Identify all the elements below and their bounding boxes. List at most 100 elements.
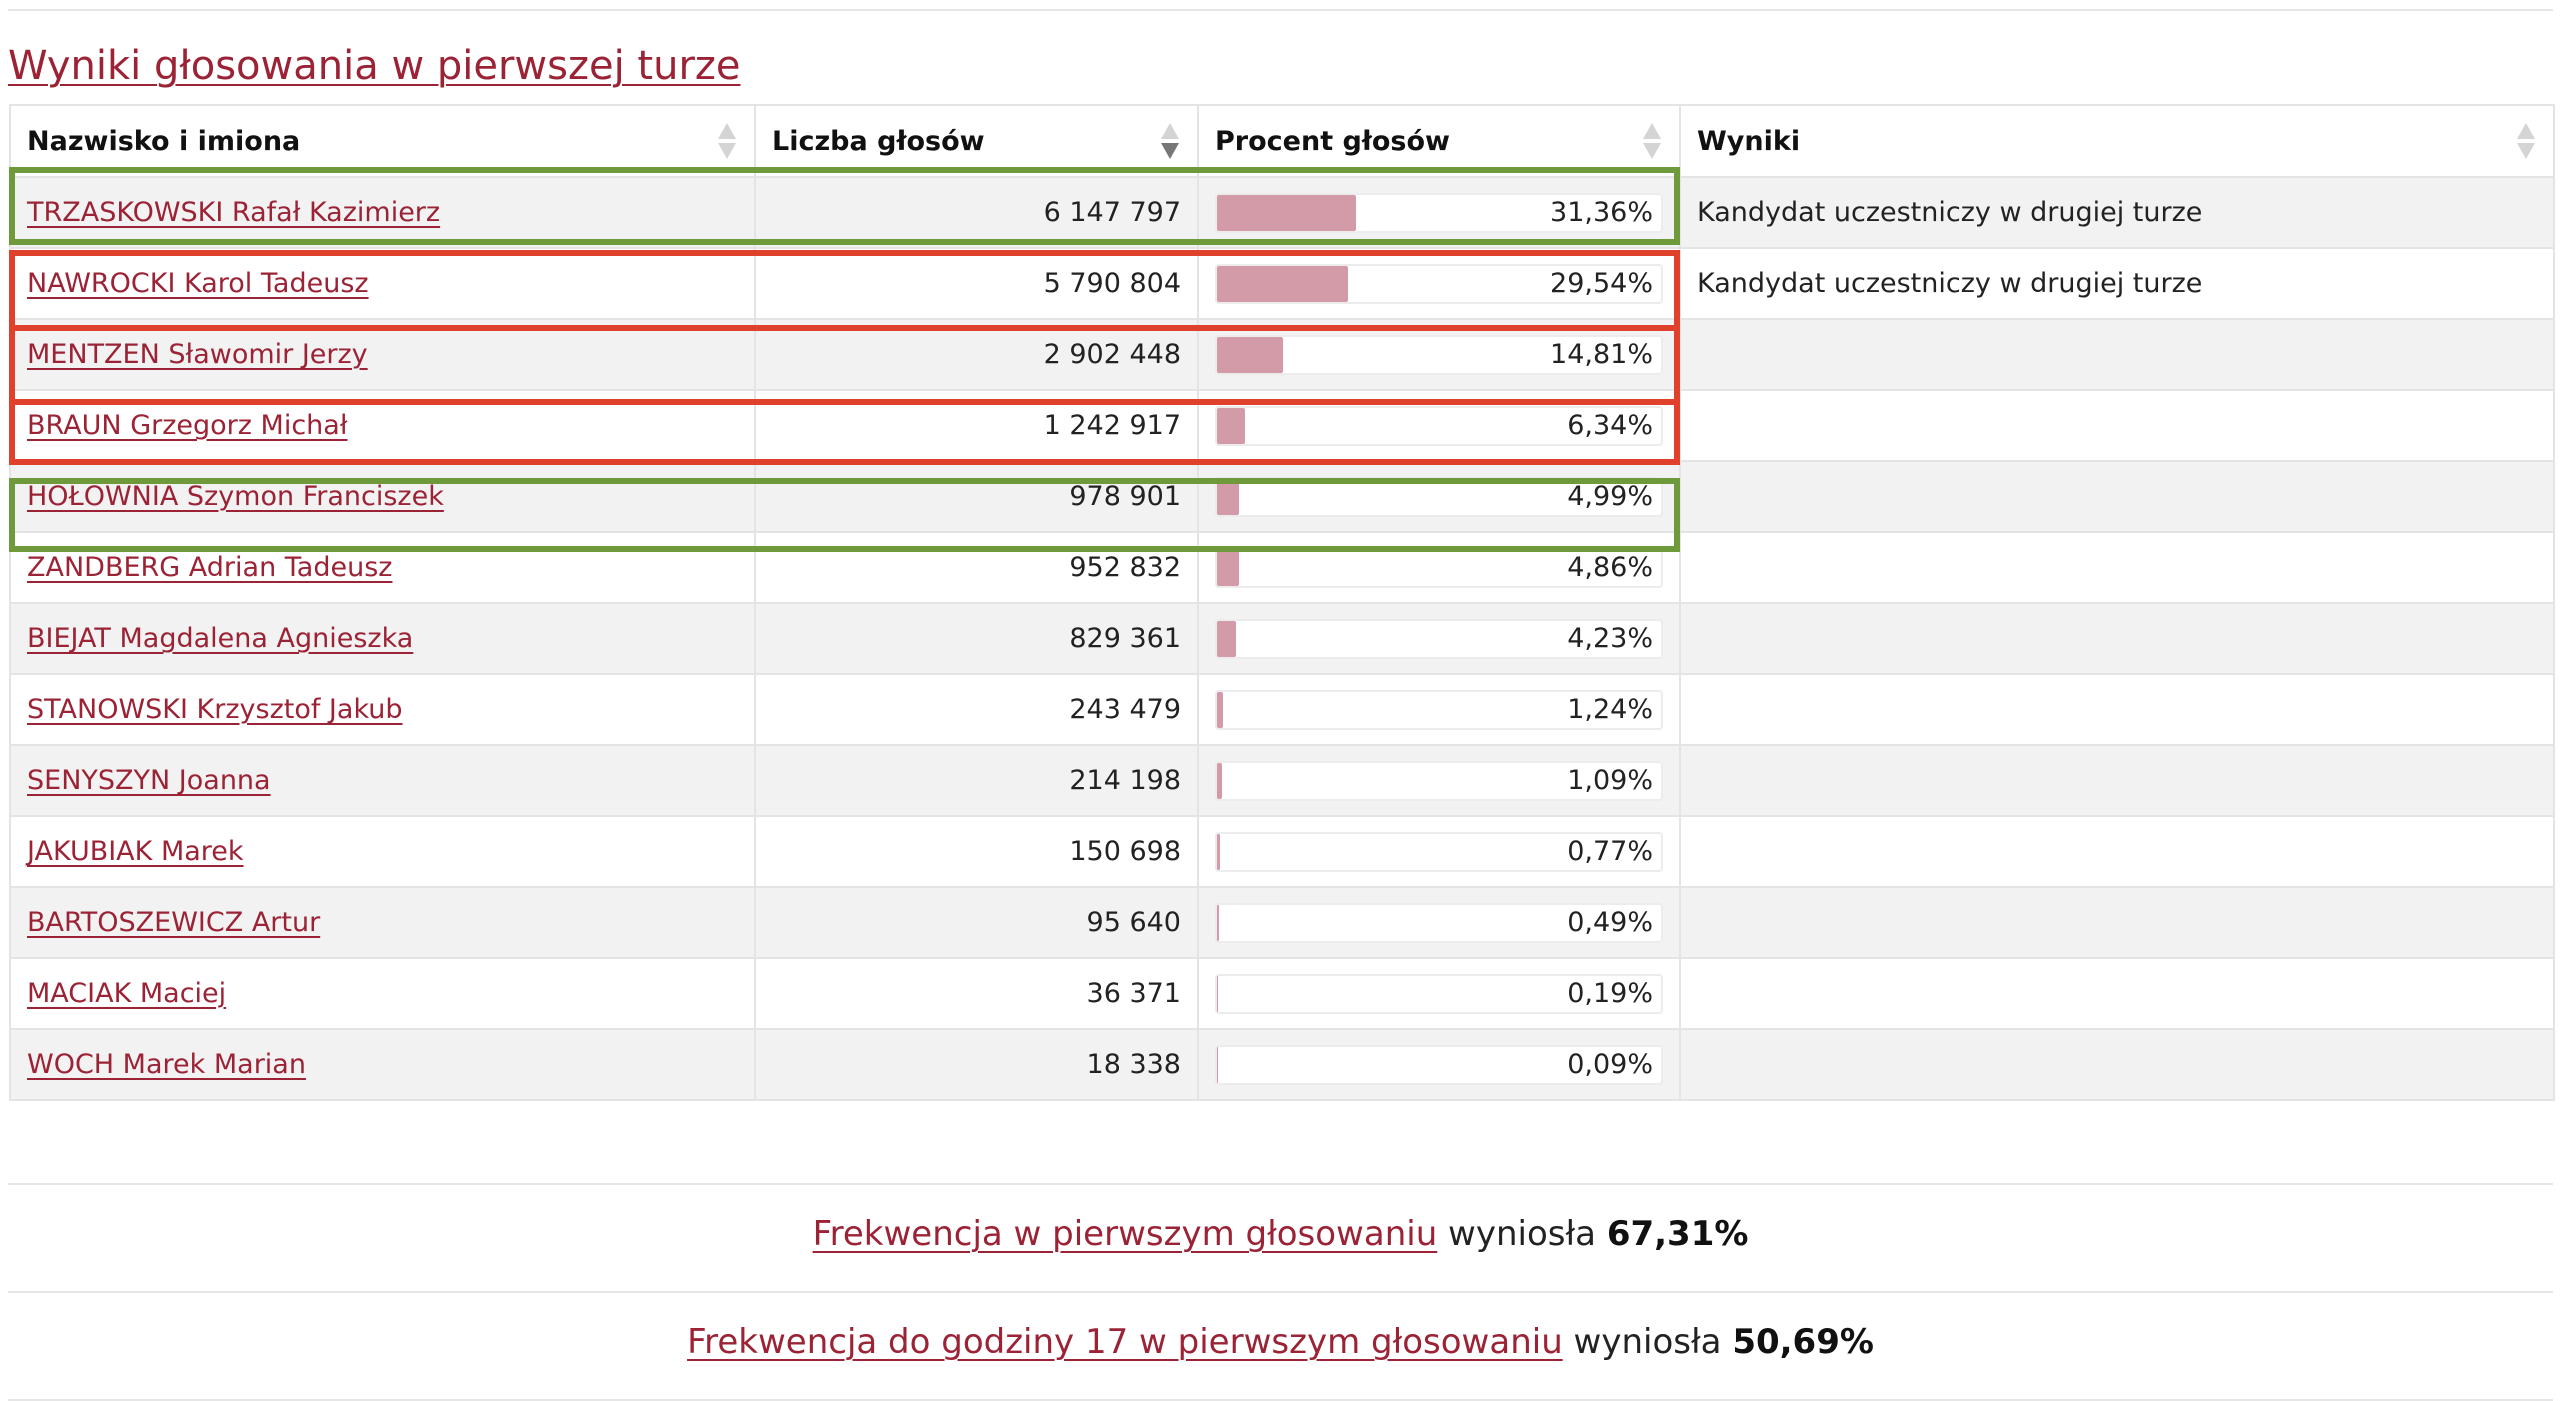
percent-bar: 14,81% [1215, 334, 1663, 375]
percent-value: 29,54% [1550, 267, 1653, 299]
percent-cell: 0,49% [1197, 886, 1681, 959]
candidate-name-link[interactable]: MACIAK Maciej [27, 978, 227, 1009]
table-row: MENTZEN Sławomir Jerzy 2 902 448 14,81% [9, 318, 2555, 391]
percent-cell: 31,36% [1197, 176, 1681, 249]
percent-value: 0,19% [1567, 977, 1653, 1009]
percent-bar-fill [1217, 975, 1219, 1012]
table-row: SENYSZYN Joanna 214 198 1,09% [9, 744, 2555, 817]
column-header-votes[interactable]: Liczba głosów [754, 104, 1199, 178]
table-row: BARTOSZEWICZ Artur 95 640 0,49% [9, 886, 2555, 959]
percent-bar-fill [1217, 1046, 1219, 1083]
candidate-name-cell: TRZASKOWSKI Rafał Kazimierz [9, 176, 756, 249]
result-cell [1679, 460, 2555, 533]
sort-icon[interactable] [1643, 122, 1661, 160]
percent-bar-fill [1217, 265, 1349, 302]
percent-bar-fill [1217, 620, 1236, 657]
candidate-name-link[interactable]: SENYSZYN Joanna [27, 765, 271, 796]
result-cell [1679, 531, 2555, 604]
result-cell [1679, 1028, 2555, 1101]
percent-value: 0,77% [1567, 835, 1653, 867]
column-header-result[interactable]: Wyniki [1679, 104, 2555, 178]
percent-bar-fill [1217, 336, 1283, 373]
candidate-name-link[interactable]: MENTZEN Sławomir Jerzy [27, 339, 368, 370]
result-cell [1679, 815, 2555, 888]
table-row: WOCH Marek Marian 18 338 0,09% [9, 1028, 2555, 1101]
column-header-name-label: Nazwisko i imiona [27, 125, 301, 157]
percent-cell: 0,19% [1197, 957, 1681, 1030]
sort-icon[interactable] [718, 122, 736, 160]
results-table: Nazwisko i imiona Liczba głosów Procent … [9, 104, 2555, 1101]
percent-value: 14,81% [1550, 338, 1653, 370]
turnout-link[interactable]: Frekwencja w pierwszym głosowaniu [812, 1214, 1438, 1254]
percent-value: 1,24% [1567, 693, 1653, 725]
candidate-name-link[interactable]: BRAUN Grzegorz Michał [27, 410, 348, 441]
result-cell [1679, 389, 2555, 462]
turnout-divider [8, 1183, 2553, 1185]
table-row: JAKUBIAK Marek 150 698 0,77% [9, 815, 2555, 888]
result-cell [1679, 886, 2555, 959]
percent-value: 4,23% [1567, 622, 1653, 654]
table-row: BIEJAT Magdalena Agnieszka 829 361 4,23% [9, 602, 2555, 675]
percent-cell: 14,81% [1197, 318, 1681, 391]
candidate-name-link[interactable]: WOCH Marek Marian [27, 1049, 306, 1080]
votes-cell: 150 698 [754, 815, 1199, 888]
votes-cell: 6 147 797 [754, 176, 1199, 249]
turnout-17-link[interactable]: Frekwencja do godziny 17 w pierwszym gło… [687, 1322, 1563, 1362]
candidate-name-cell: JAKUBIAK Marek [9, 815, 756, 888]
votes-cell: 1 242 917 [754, 389, 1199, 462]
percent-cell: 1,24% [1197, 673, 1681, 746]
percent-value: 6,34% [1567, 409, 1653, 441]
percent-bar-fill [1217, 407, 1246, 444]
candidate-name-link[interactable]: JAKUBIAK Marek [27, 836, 244, 867]
percent-bar: 29,54% [1215, 263, 1663, 304]
percent-cell: 1,09% [1197, 744, 1681, 817]
percent-cell: 4,23% [1197, 602, 1681, 675]
percent-cell: 4,86% [1197, 531, 1681, 604]
candidate-name-cell: WOCH Marek Marian [9, 1028, 756, 1101]
result-cell [1679, 602, 2555, 675]
percent-cell: 4,99% [1197, 460, 1681, 533]
percent-bar: 0,77% [1215, 831, 1663, 872]
turnout-text: wyniosła [1437, 1214, 1607, 1254]
votes-cell: 36 371 [754, 957, 1199, 1030]
page-title-link[interactable]: Wyniki głosowania w pierwszej turze [8, 43, 741, 89]
candidate-name-link[interactable]: HOŁOWNIA Szymon Franciszek [27, 481, 444, 512]
votes-cell: 829 361 [754, 602, 1199, 675]
table-row: HOŁOWNIA Szymon Franciszek 978 901 4,99% [9, 460, 2555, 533]
candidate-name-link[interactable]: BARTOSZEWICZ Artur [27, 907, 321, 938]
votes-cell: 952 832 [754, 531, 1199, 604]
candidate-name-cell: BARTOSZEWICZ Artur [9, 886, 756, 959]
result-cell [1679, 318, 2555, 391]
percent-bar: 1,09% [1215, 760, 1663, 801]
sort-icon[interactable] [2517, 122, 2535, 160]
result-cell: Kandydat uczestniczy w drugiej turze [1679, 176, 2555, 249]
percent-bar-fill [1217, 549, 1239, 586]
column-header-name[interactable]: Nazwisko i imiona [9, 104, 756, 178]
candidate-name-cell: HOŁOWNIA Szymon Franciszek [9, 460, 756, 533]
percent-bar: 0,19% [1215, 973, 1663, 1014]
votes-cell: 214 198 [754, 744, 1199, 817]
candidate-name-cell: MENTZEN Sławomir Jerzy [9, 318, 756, 391]
table-row: ZANDBERG Adrian Tadeusz 952 832 4,86% [9, 531, 2555, 604]
percent-bar-fill [1217, 833, 1221, 870]
column-header-percent[interactable]: Procent głosów [1197, 104, 1681, 178]
candidate-name-link[interactable]: TRZASKOWSKI Rafał Kazimierz [27, 197, 441, 228]
candidate-name-link[interactable]: BIEJAT Magdalena Agnieszka [27, 623, 414, 654]
percent-bar: 4,99% [1215, 476, 1663, 517]
percent-cell: 0,77% [1197, 815, 1681, 888]
percent-cell: 6,34% [1197, 389, 1681, 462]
sort-desc-icon[interactable] [1161, 122, 1179, 160]
candidate-name-link[interactable]: STANOWSKI Krzysztof Jakub [27, 694, 403, 725]
percent-bar: 1,24% [1215, 689, 1663, 730]
votes-cell: 2 902 448 [754, 318, 1199, 391]
turnout-line-1: Frekwencja w pierwszym głosowaniu wynios… [8, 1214, 2553, 1254]
candidate-name-cell: STANOWSKI Krzysztof Jakub [9, 673, 756, 746]
turnout-value: 50,69% [1732, 1322, 1874, 1362]
candidate-name-link[interactable]: ZANDBERG Adrian Tadeusz [27, 552, 393, 583]
candidate-name-cell: SENYSZYN Joanna [9, 744, 756, 817]
table-body: TRZASKOWSKI Rafał Kazimierz 6 147 797 31,3… [9, 176, 2555, 1101]
candidate-name-link[interactable]: NAWROCKI Karol Tadeusz [27, 268, 369, 299]
percent-bar: 0,09% [1215, 1044, 1663, 1085]
table-row: NAWROCKI Karol Tadeusz 5 790 804 29,54% Kan… [9, 247, 2555, 320]
